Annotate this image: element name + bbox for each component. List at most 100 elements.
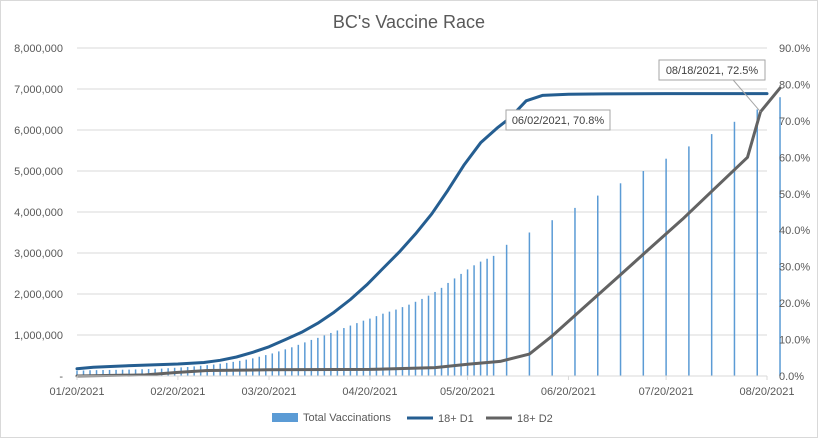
bar-total-vaccinations [323, 335, 326, 376]
annotations: 06/02/2021, 70.8% 08/18/2021, 72.5% [505, 59, 766, 131]
bar-total-vaccinations [356, 323, 358, 376]
bar-total-vaccinations [278, 351, 280, 376]
x-axis-tick-label: 05/20/2021 [440, 386, 495, 398]
bar-total-vaccinations [76, 370, 78, 376]
bar-total-vaccinations [597, 195, 599, 376]
bar-total-vaccinations [362, 320, 365, 376]
callout: 06/02/2021, 70.8% [505, 109, 611, 131]
bar-total-vaccinations [733, 121, 736, 376]
left-axis-tick-label: 1,000,000 [14, 330, 63, 342]
bar-total-vaccinations [349, 325, 352, 376]
bar-total-vaccinations [421, 298, 423, 376]
legend-item-18plus-d2: 18+ D2 [486, 413, 553, 425]
bar-total-vaccinations [245, 359, 247, 376]
bar-total-vaccinations [710, 134, 713, 376]
bar-total-vaccinations [440, 287, 443, 376]
x-axis-tick-label: 07/20/2021 [639, 386, 694, 398]
left-axis-tick-label: 3,000,000 [14, 248, 63, 260]
bar-total-vaccinations [128, 369, 130, 376]
right-axis-tick-label: 90.0% [779, 43, 810, 55]
bar-total-vaccinations [89, 370, 91, 376]
callout-label: 08/18/2021, 72.5% [666, 65, 759, 77]
callout-leader [732, 79, 761, 113]
right-axis-tick-label: 10.0% [779, 335, 810, 347]
left-axis-tick-label: 6,000,000 [14, 125, 63, 137]
bar-total-vaccinations [779, 97, 781, 376]
bar-total-vaccinations [688, 146, 690, 376]
legend-label: Total Vaccinations [303, 412, 391, 424]
callout-box [658, 59, 766, 81]
bar-total-vaccinations [291, 347, 293, 376]
left-axis-tick-label: 4,000,000 [14, 207, 63, 219]
bar-total-vaccinations [434, 291, 436, 376]
bar-total-vaccinations [121, 369, 124, 376]
lines [75, 86, 782, 378]
bar-total-vaccinations [115, 369, 117, 376]
bar-total-vaccinations [395, 309, 397, 376]
bar-total-vaccinations [528, 232, 531, 376]
legend-label: 18+ D1 [438, 413, 474, 425]
bar-total-vaccinations [330, 332, 332, 376]
right-axis-tick-label: 70.0% [779, 116, 810, 128]
bar-total-vaccinations [102, 370, 104, 376]
bar-total-vaccinations [141, 369, 143, 376]
bar-total-vaccinations [154, 368, 156, 376]
line-18plus-d2 [75, 86, 782, 378]
bar-total-vaccinations [492, 255, 495, 376]
bar-total-vaccinations [619, 183, 622, 376]
callout-label: 06/02/2021, 70.8% [512, 115, 605, 127]
bar-total-vaccinations [551, 220, 553, 376]
bar-total-vaccinations [408, 304, 410, 376]
bar-total-vaccinations [297, 344, 300, 376]
bar-total-vaccinations [375, 316, 378, 376]
bar-total-vaccinations [414, 301, 417, 376]
left-axis-tick-label: 5,000,000 [14, 166, 63, 178]
bar-total-vaccinations [486, 258, 488, 376]
callout: 08/18/2021, 72.5% [658, 59, 766, 113]
x-axis-tick-label: 06/20/2021 [541, 386, 596, 398]
legend: Total Vaccinations 18+ D1 18+ D2 [272, 412, 553, 425]
bar-total-vaccinations [317, 337, 319, 376]
bar-total-vaccinations [505, 244, 508, 376]
x-axis-tick-label: 01/20/2021 [49, 386, 104, 398]
axes: - 1,000,000 2,000,000 3,000,000 4,000,000 5,0… [14, 43, 810, 398]
legend-label: 18+ D2 [517, 413, 553, 425]
right-axis-tick-label: 50.0% [779, 189, 810, 201]
bar-total-vaccinations [134, 369, 137, 376]
bar-total-vaccinations [108, 369, 111, 376]
left-axis-tick-label: 8,000,000 [14, 43, 63, 55]
right-axis-tick-label: 20.0% [779, 298, 810, 310]
bar-total-vaccinations [453, 278, 456, 376]
right-axis-tick-label: 0.0% [779, 371, 804, 383]
bar-total-vaccinations [95, 370, 98, 376]
x-axis-tick-label: 08/20/2021 [739, 386, 794, 398]
bar-total-vaccinations [238, 360, 241, 376]
legend-item-total-vaccinations: Total Vaccinations [272, 412, 391, 424]
x-axis-tick-label: 04/20/2021 [342, 386, 397, 398]
bar-total-vaccinations [473, 265, 475, 376]
bar-total-vaccinations [665, 158, 667, 376]
bar-total-vaccinations [271, 353, 274, 376]
bar-total-vaccinations [147, 369, 150, 376]
bar-total-vaccinations [258, 356, 261, 376]
gridlines [77, 47, 767, 336]
x-axis-tick-label: 03/20/2021 [241, 386, 296, 398]
right-axis-tick-label: 40.0% [779, 225, 810, 237]
bar-total-vaccinations [427, 295, 430, 376]
legend-item-18plus-d1: 18+ D1 [407, 413, 474, 425]
right-axis-tick-label: 60.0% [779, 152, 810, 164]
bar-total-vaccinations [756, 109, 758, 376]
bar-total-vaccinations [574, 207, 576, 376]
bar-total-vaccinations [343, 328, 345, 376]
bar-total-vaccinations [82, 370, 85, 376]
right-axis-tick-label: 80.0% [779, 79, 810, 91]
bar-total-vaccinations [466, 269, 469, 376]
bar-total-vaccinations [252, 358, 254, 376]
bar-total-vaccinations [265, 355, 267, 376]
chart-title: BC's Vaccine Race [333, 12, 485, 32]
bar-total-vaccinations [642, 171, 645, 376]
bar-total-vaccinations [310, 339, 313, 376]
left-axis-tick-label: - [59, 371, 63, 383]
